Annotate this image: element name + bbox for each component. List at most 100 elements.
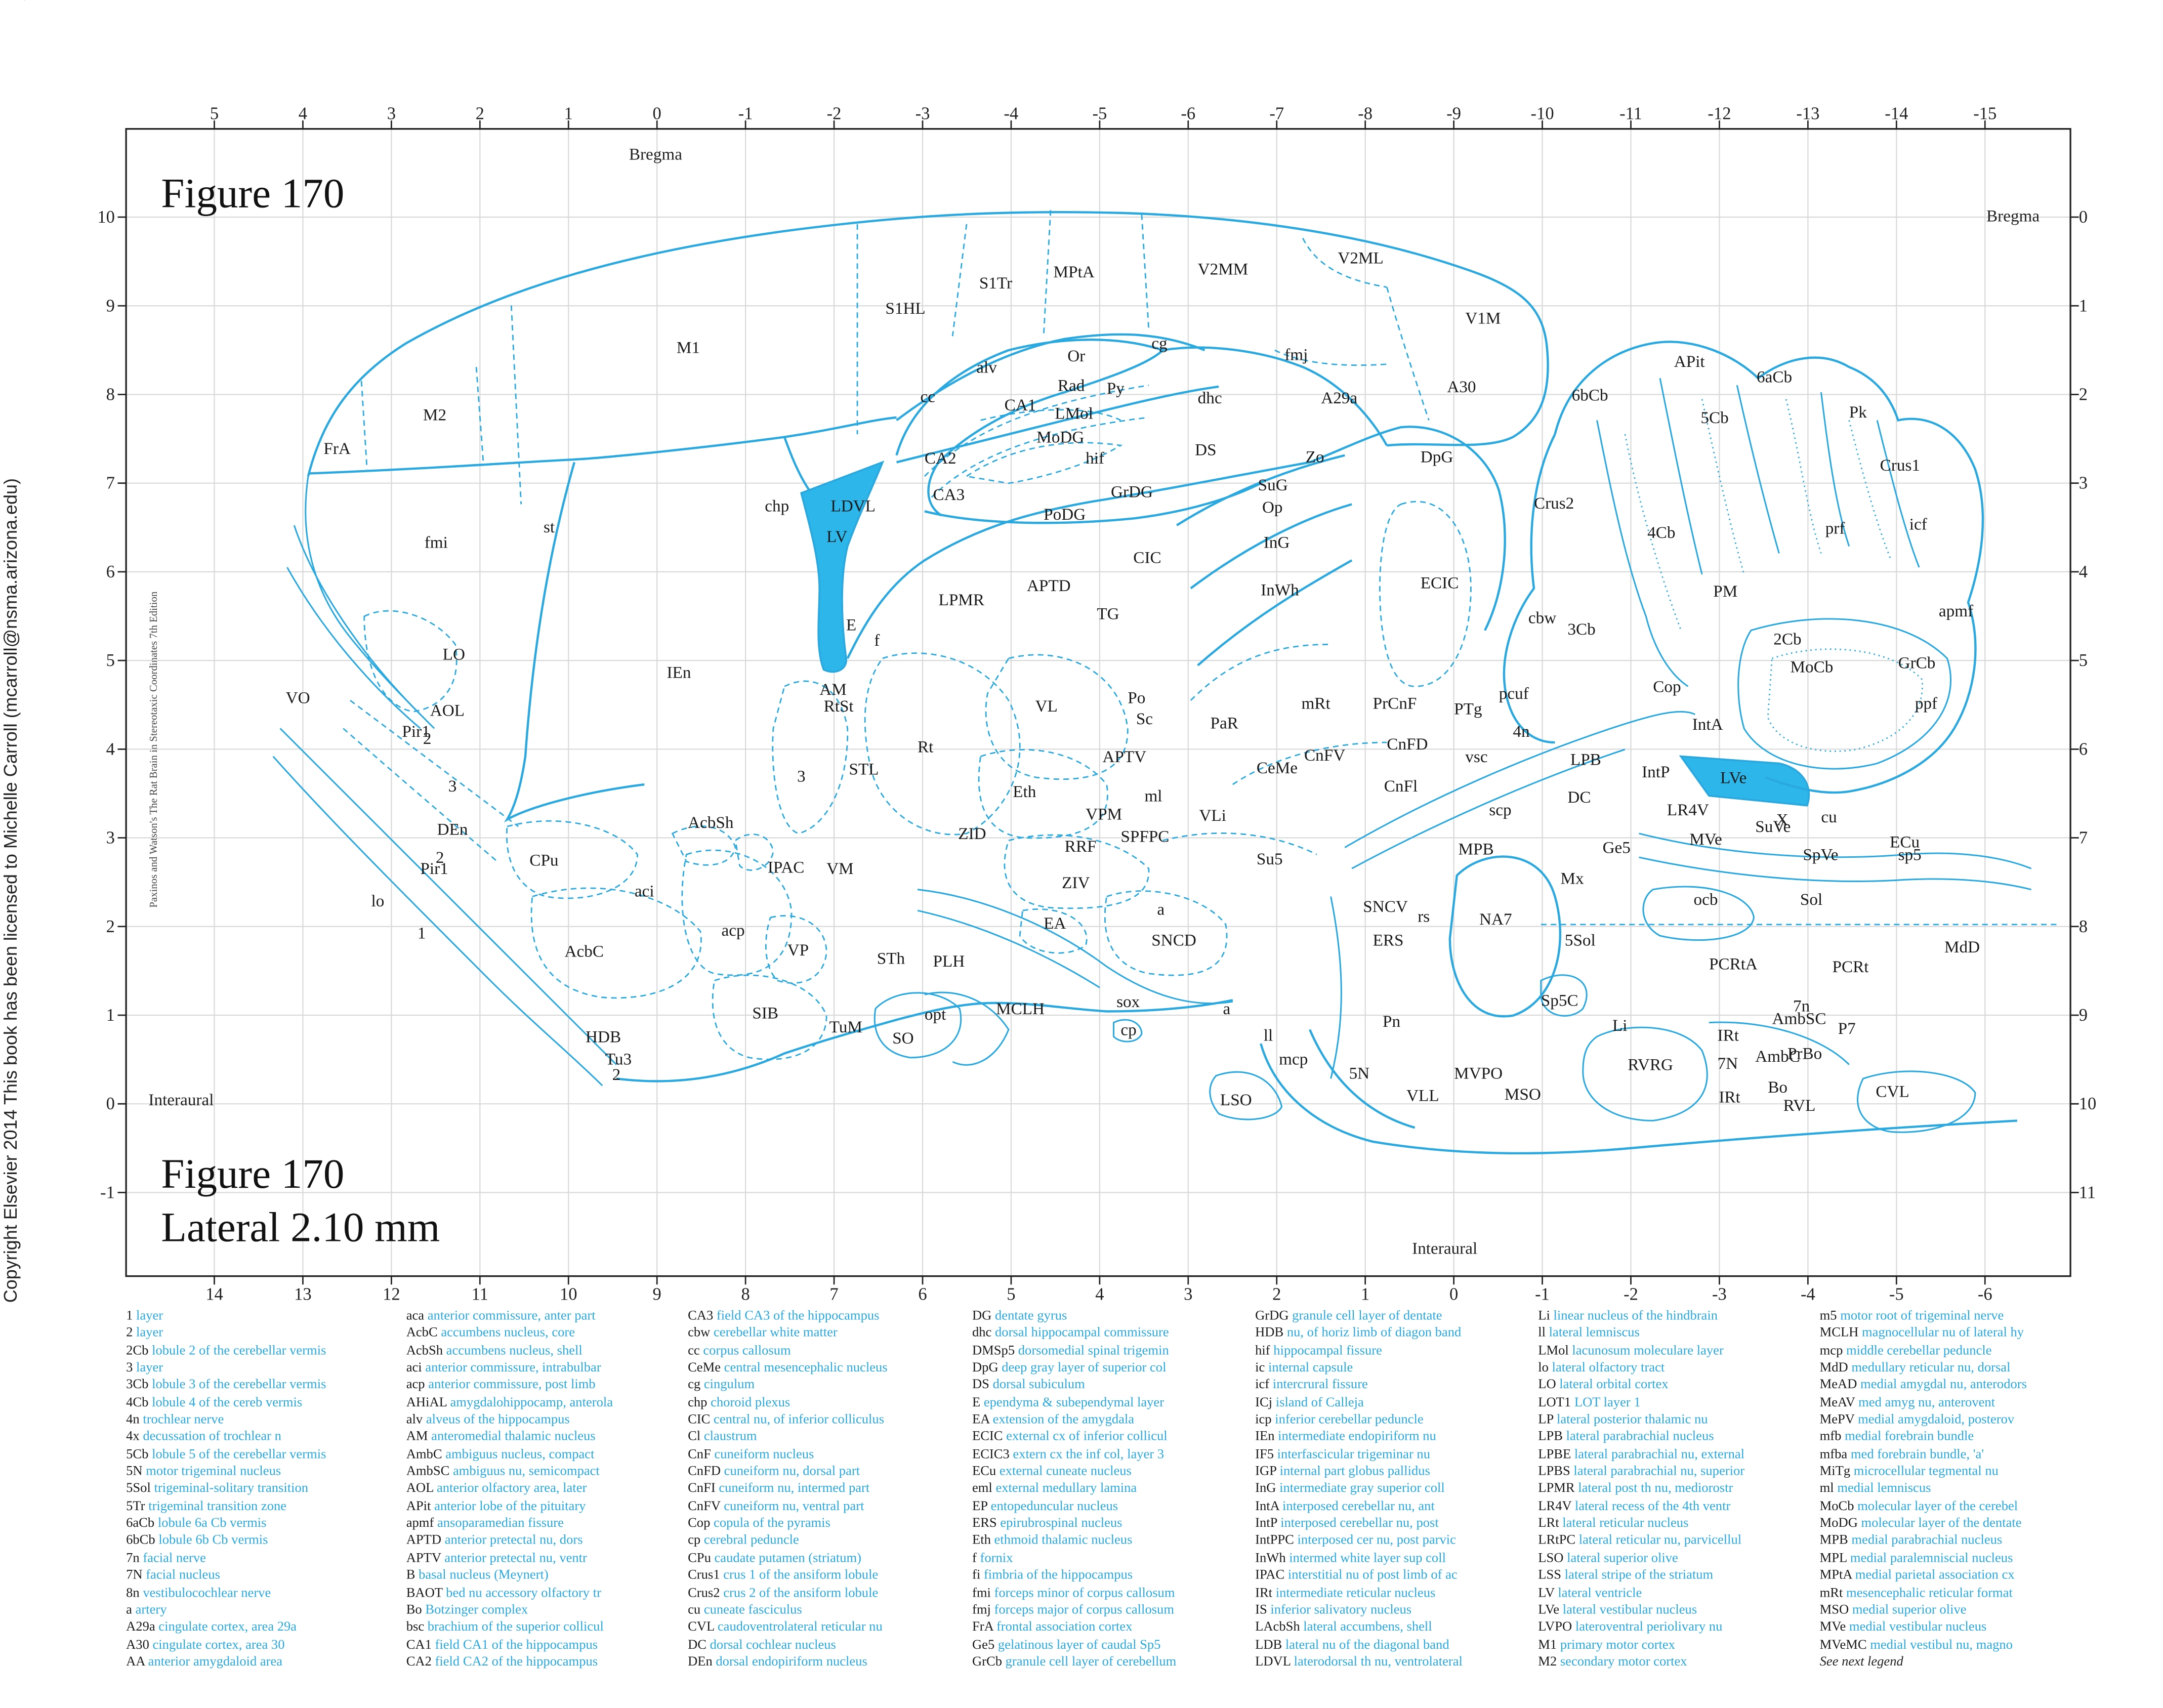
legend-definition: intermediate reticular nucleus: [1275, 1585, 1436, 1601]
legend-entry: AmbSC ambiguus nu, semicompact: [406, 1464, 695, 1481]
legend-definition: external cuneate nucleus: [999, 1464, 1132, 1480]
region-label: AM: [819, 680, 847, 699]
legend-definition: lobule 2 of the cerebellar vermis: [152, 1343, 326, 1359]
region-label: fmi: [425, 533, 448, 552]
legend-abbreviation: APTV: [406, 1550, 445, 1566]
legend-definition: deep gray layer of superior col: [1002, 1360, 1167, 1376]
legend-definition: ependyma & subependymal layer: [983, 1395, 1164, 1410]
cortex-division-8: [360, 381, 368, 470]
cerebral-peduncle-2: [917, 909, 1100, 988]
legend-entry: MPB medial parabrachial nucleus: [1820, 1533, 2108, 1550]
legend-abbreviation: Li: [1538, 1308, 1554, 1324]
legend-abbreviation: mfb: [1819, 1429, 1845, 1445]
legend-abbreviation: CPu: [688, 1550, 715, 1566]
legend-entry: cc corpus callosum: [688, 1343, 976, 1360]
region-label: vsc: [1465, 747, 1487, 766]
sol-nucleus: [1642, 886, 1755, 941]
legend-definition: dorsal endopiriform nucleus: [716, 1654, 867, 1670]
region-label: prf: [1825, 519, 1846, 538]
legend-entry: MeAV med amyg nu, anterovent: [1820, 1395, 2108, 1412]
legend-entry: lo lateral olfactory tract: [1538, 1360, 1826, 1378]
region-label: MdD: [1944, 938, 1980, 956]
right-axis-label: 8: [2079, 917, 2088, 936]
region-label: Sol: [1800, 890, 1822, 909]
region-label: P7: [1838, 1019, 1856, 1038]
legend-definition: linear nucleus of the hindbrain: [1553, 1308, 1718, 1324]
region-label: AmbC: [1755, 1047, 1800, 1066]
region-label: DEn: [437, 820, 468, 839]
interaural-bottom-label: Interaural: [1412, 1239, 1477, 1258]
legend-definition: lobule 3 of the cerebellar vermis: [152, 1377, 326, 1393]
corpus-callosum-upper: [896, 333, 1205, 422]
legend-abbreviation: 2Cb: [126, 1343, 152, 1359]
legend-definition: vestibulocochlear nerve: [143, 1585, 271, 1601]
legend-definition: lateral reticular nu, parvicellul: [1578, 1533, 1742, 1549]
region-label: cp: [1120, 1021, 1136, 1039]
region-label: 6aCb: [1757, 368, 1792, 387]
legend-definition: lateral nu of the diagonal band: [1285, 1637, 1449, 1652]
region-label: VPM: [1086, 805, 1122, 823]
legend-definition: lateral olfactory tract: [1552, 1360, 1665, 1376]
ambiguus-outline: [1709, 1021, 1850, 1065]
region-label: RtSt: [824, 697, 854, 716]
bottom-axis-label: 4: [1095, 1285, 1104, 1304]
legend-abbreviation: alv: [406, 1412, 426, 1428]
legend-abbreviation: InG: [1255, 1481, 1280, 1497]
bottom-axis-label: 8: [741, 1285, 750, 1304]
right-axis-label: 9: [2079, 1006, 2088, 1025]
legend-definition: magnocellular nu of lateral hy: [1862, 1325, 2024, 1341]
legend-entry: alv alveus of the hippocampus: [406, 1412, 695, 1429]
legend-abbreviation: eml: [972, 1481, 996, 1497]
region-label: APTV: [1102, 747, 1146, 766]
region-label: VO: [286, 689, 310, 707]
region-label: Ge5: [1603, 839, 1631, 857]
fornix-line: [846, 461, 1310, 659]
forceps-minor-outline: [504, 462, 645, 823]
region-label: opt: [925, 1005, 946, 1024]
region-label: PM: [1713, 582, 1737, 601]
supraoptic-decussation: [924, 991, 1010, 1066]
legend-abbreviation: 3Cb: [126, 1377, 152, 1393]
legend-entry: LDVL laterodorsal th nu, ventrolateral: [1255, 1654, 1544, 1672]
legend-definition: forceps major of corpus callosum: [994, 1602, 1175, 1618]
legend-definition: bed nu accessory olfactory tr: [446, 1585, 601, 1601]
legend-abbreviation: hif: [1255, 1343, 1274, 1359]
region-label: rs: [1418, 907, 1430, 926]
legend-definition: anterior amygdaloid area: [148, 1654, 283, 1670]
bottom-axis-label: 9: [653, 1285, 661, 1304]
region-label: VP: [787, 941, 809, 960]
olfactory-line-2: [293, 525, 421, 715]
bottom-axis-label: 2: [1272, 1285, 1281, 1304]
legend-entry: CIC central nu, of inferior colliculus: [688, 1412, 976, 1429]
region-label: 2: [423, 729, 432, 748]
legend-abbreviation: LOT1: [1538, 1395, 1574, 1410]
top-axis-label: 2: [476, 104, 484, 123]
legend-abbreviation: MeAV: [1819, 1395, 1859, 1410]
region-label: Po: [1128, 689, 1145, 707]
legend-definition: lateral posterior thalamic nu: [1556, 1412, 1708, 1428]
region-label: MVPO: [1454, 1064, 1503, 1082]
right-axis-label: 1: [2079, 296, 2088, 315]
legend-abbreviation: LRt: [1538, 1516, 1563, 1531]
legend-definition: microcellular tegmental nu: [1853, 1464, 1999, 1480]
legend-abbreviation: 6bCb: [126, 1533, 159, 1549]
7N-nucleus: [1582, 1026, 1708, 1121]
legend-entry: AA anterior amygdaloid area: [126, 1654, 414, 1672]
legend-abbreviation: ECIC: [972, 1429, 1007, 1445]
legend-definition: facial nucleus: [146, 1567, 220, 1584]
bottom-axis-label: 6: [918, 1285, 927, 1304]
bottom-axis-label: -6: [1978, 1285, 1992, 1304]
region-label: IRt: [1719, 1088, 1740, 1106]
legend-entry: LSS lateral stripe of the striatum: [1538, 1568, 1826, 1585]
legend-definition: medial superior olive: [1852, 1602, 1967, 1618]
legend-abbreviation: GrCb: [972, 1654, 1006, 1670]
legend-definition: dorsal subiculum: [992, 1377, 1085, 1393]
legend-definition: molecular layer of the cerebel: [1857, 1498, 2018, 1514]
legend-abbreviation: 6aCb: [126, 1516, 158, 1531]
legend-abbreviation: LP: [1538, 1412, 1557, 1428]
region-label: V2ML: [1338, 248, 1383, 267]
top-axis-label: 0: [653, 104, 661, 123]
legend-entry: IS inferior salivatory nucleus: [1255, 1602, 1544, 1619]
region-labels: FrA M2 M1 S1HL S1Tr MPtA V2MM V2ML V1M A30 A29a cg f…: [0, 0, 1980, 1115]
